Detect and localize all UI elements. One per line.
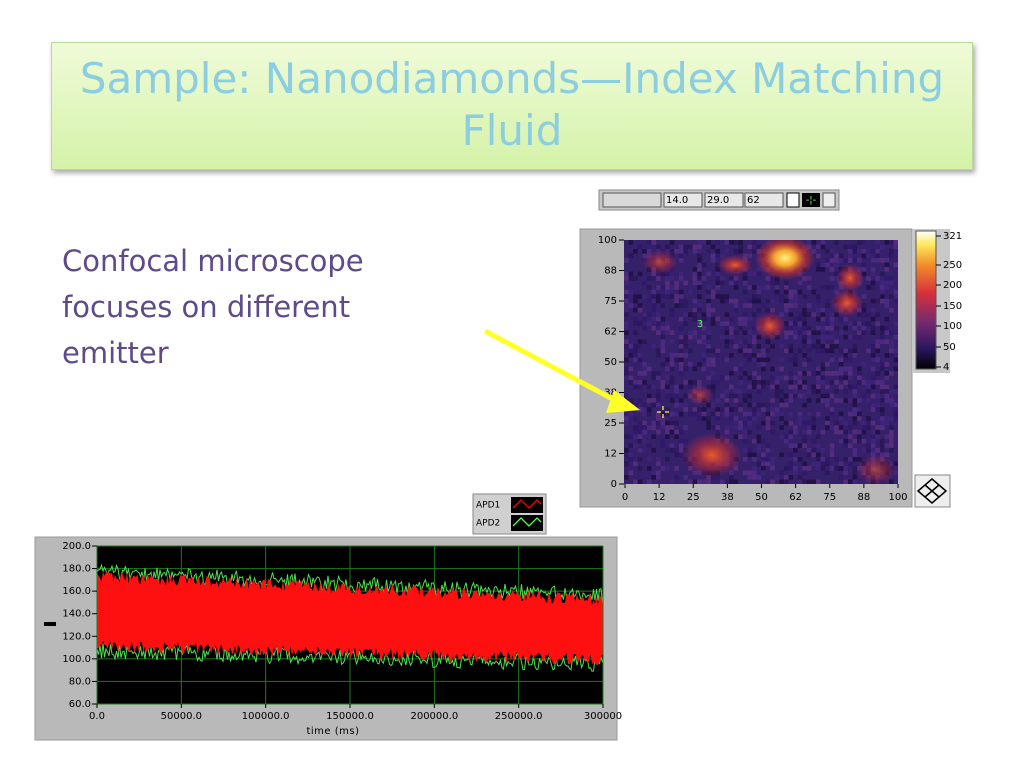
cursor-field: [744, 192, 784, 208]
legend-label: APD2: [476, 519, 500, 529]
x-tick-label: 88: [858, 492, 871, 503]
x-tick-label: 100: [888, 492, 907, 503]
y-tick-label: 180.0: [62, 564, 91, 575]
colorbar: [915, 230, 937, 370]
legend-label: APD1: [476, 501, 500, 511]
x-tick-label: 0.0: [89, 711, 105, 722]
legend-swatch: [511, 515, 543, 531]
x-tick-label: 250000.0: [495, 711, 543, 722]
y-tick-label: 200.0: [62, 541, 91, 552]
y-tick-label: 12: [604, 449, 617, 460]
y-tick-label: 62: [604, 327, 617, 338]
x-tick-label: 150000.0: [326, 711, 374, 722]
colorbar-label: 150: [943, 301, 962, 312]
x-tick-label: 25: [687, 492, 700, 503]
arrow-head: [606, 390, 640, 413]
y-tick-label: 160.0: [62, 586, 91, 597]
trace-apd1: [97, 571, 603, 665]
cursor-value: 62: [747, 195, 760, 206]
y-tick-label: 38: [604, 388, 617, 399]
cursor-value: 14.0: [666, 195, 688, 206]
legend-swatch: [511, 497, 543, 513]
colorbar-label: 100: [943, 321, 962, 332]
colorbar-label: 321: [943, 231, 962, 242]
y-tick-label: 75: [604, 296, 617, 307]
arrow: [483, 328, 624, 407]
colorbar-label: 200: [943, 280, 962, 291]
scale-marker: [44, 622, 56, 626]
x-tick-label: 0: [622, 492, 628, 503]
y-tick-label: 80.0: [69, 676, 91, 687]
y-tick-label: 120.0: [62, 631, 91, 642]
y-tick-label: 50: [604, 357, 617, 368]
y-tick-label: 0: [611, 479, 617, 490]
x-tick-label: 12: [653, 492, 666, 503]
cursor-field: [602, 192, 662, 208]
cursor-field: [663, 192, 703, 208]
cursor-icon: -¦-: [806, 195, 817, 206]
x-axis-label: time (ms): [306, 726, 359, 737]
colorbar-label: 4: [943, 362, 949, 373]
cursor-button[interactable]: [786, 192, 800, 208]
y-tick-label: 140.0: [62, 609, 91, 620]
slide-title: Sample: Nanodiamonds—Index Matching Flui…: [79, 54, 945, 155]
cursor-value: 29.0: [707, 195, 729, 206]
body-text: Confocal microscope focuses on different…: [62, 244, 364, 370]
cursor-field: [704, 192, 744, 208]
x-tick-label: 75: [823, 492, 836, 503]
legend-line: [512, 517, 542, 527]
x-tick-label: 38: [721, 492, 734, 503]
x-tick-label: 300000: [584, 711, 622, 722]
y-tick-label: 88: [604, 266, 617, 277]
lock-button[interactable]: [822, 192, 836, 208]
y-tick-label: 60.0: [69, 699, 91, 710]
colorbar-label: 50: [943, 342, 956, 353]
y-tick-label: 100: [598, 235, 617, 246]
legend-line: [512, 499, 542, 509]
y-tick-label: 100.0: [62, 654, 91, 665]
y-tick-label: 25: [604, 418, 617, 429]
colorbar-label: 250: [943, 260, 962, 271]
cursor-style[interactable]: [802, 193, 820, 207]
x-tick-label: 50000.0: [161, 711, 202, 722]
marker-label: 3: [697, 319, 703, 330]
emitters: [642, 240, 896, 484]
x-tick-label: 50: [755, 492, 768, 503]
cursor-cross: [657, 406, 669, 418]
x-tick-label: 200000.0: [410, 711, 458, 722]
title-box: Sample: Nanodiamonds—Index Matching Flui…: [51, 42, 973, 170]
navigator-icon: [916, 478, 948, 504]
x-tick-label: 100000.0: [242, 711, 290, 722]
x-tick-label: 62: [789, 492, 802, 503]
